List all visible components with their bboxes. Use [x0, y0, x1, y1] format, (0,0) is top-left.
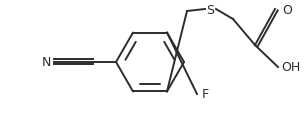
Text: O: O — [282, 3, 292, 16]
Text: F: F — [202, 88, 209, 101]
Text: S: S — [206, 3, 214, 16]
Text: N: N — [41, 56, 51, 69]
Text: OH: OH — [281, 61, 300, 74]
